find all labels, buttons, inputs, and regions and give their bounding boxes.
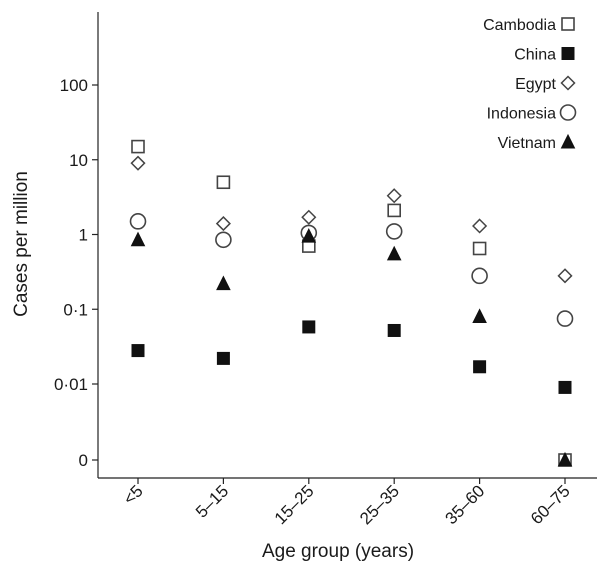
egypt-point xyxy=(301,209,317,225)
legend-item-china: China xyxy=(514,47,575,64)
vietnam-point xyxy=(386,245,402,261)
china-point xyxy=(131,344,145,358)
x-tick-label: 35–60 xyxy=(442,481,489,528)
egypt-point xyxy=(215,216,231,232)
series-indonesia xyxy=(129,213,574,327)
series-cambodia xyxy=(131,139,572,467)
y-axis-ticks: 0 0·01 0·1 1 10 100 xyxy=(54,76,98,470)
china-point xyxy=(387,323,401,337)
legend-marker-china xyxy=(561,47,575,60)
indonesia-point xyxy=(385,223,403,240)
indonesia-point xyxy=(556,310,574,327)
x-axis-ticks: <5 5–15 15–25 25–35 35–60 60–75 xyxy=(120,478,574,528)
x-axis-title: Age group (years) xyxy=(262,541,414,562)
legend-item-egypt: Egypt xyxy=(515,75,576,93)
y-tick-label: 0·1 xyxy=(63,300,88,319)
legend-item-cambodia: Cambodia xyxy=(483,17,575,34)
legend-marker-cambodia xyxy=(561,17,575,31)
indonesia-point xyxy=(129,213,147,230)
legend-marker-indonesia xyxy=(559,104,577,121)
indonesia-point xyxy=(215,231,232,249)
legend-label: Egypt xyxy=(515,76,556,93)
egypt-point xyxy=(130,155,146,171)
vietnam-point xyxy=(216,275,231,291)
vietnam-point xyxy=(130,231,146,247)
egypt-point xyxy=(472,218,488,234)
china-point xyxy=(302,320,316,334)
china-point xyxy=(558,380,572,394)
legend: Cambodia China Egypt Indonesia Vietnam xyxy=(483,17,577,152)
egypt-point xyxy=(386,188,402,204)
egypt-point xyxy=(557,268,573,284)
cambodia-point xyxy=(131,139,145,154)
legend-label: China xyxy=(514,47,556,64)
legend-label: Cambodia xyxy=(483,17,556,34)
vietnam-point xyxy=(472,308,487,323)
y-tick-label: 1 xyxy=(79,226,88,245)
legend-item-indonesia: Indonesia xyxy=(487,104,577,123)
china-point xyxy=(473,360,487,374)
y-tick-label: 10 xyxy=(69,151,88,170)
legend-item-vietnam: Vietnam xyxy=(498,133,576,152)
series-china xyxy=(131,320,572,394)
indonesia-point xyxy=(471,267,488,285)
axes xyxy=(97,12,597,479)
x-tick-label: 15–25 xyxy=(271,481,318,528)
cambodia-point xyxy=(216,175,231,190)
y-tick-label: 0 xyxy=(79,451,88,470)
vietnam-point xyxy=(557,451,573,467)
x-tick-label: <5 xyxy=(120,481,147,508)
series-vietnam xyxy=(130,228,573,467)
series-egypt xyxy=(130,155,573,284)
china-point xyxy=(216,351,230,365)
data-points xyxy=(129,139,574,467)
vietnam-point xyxy=(301,228,317,243)
y-tick-label: 100 xyxy=(60,76,88,95)
x-tick-label: 60–75 xyxy=(527,481,574,528)
y-tick-label: 0·01 xyxy=(54,375,88,394)
cambodia-point xyxy=(472,241,487,256)
x-tick-label: 5–15 xyxy=(192,481,232,521)
legend-marker-egypt xyxy=(560,75,576,91)
y-axis-title: Cases per million xyxy=(11,171,32,317)
cambodia-point xyxy=(387,203,402,218)
legend-label: Vietnam xyxy=(498,135,556,152)
x-tick-label: 25–35 xyxy=(356,481,403,528)
legend-label: Indonesia xyxy=(487,106,556,123)
legend-marker-vietnam xyxy=(560,133,576,149)
